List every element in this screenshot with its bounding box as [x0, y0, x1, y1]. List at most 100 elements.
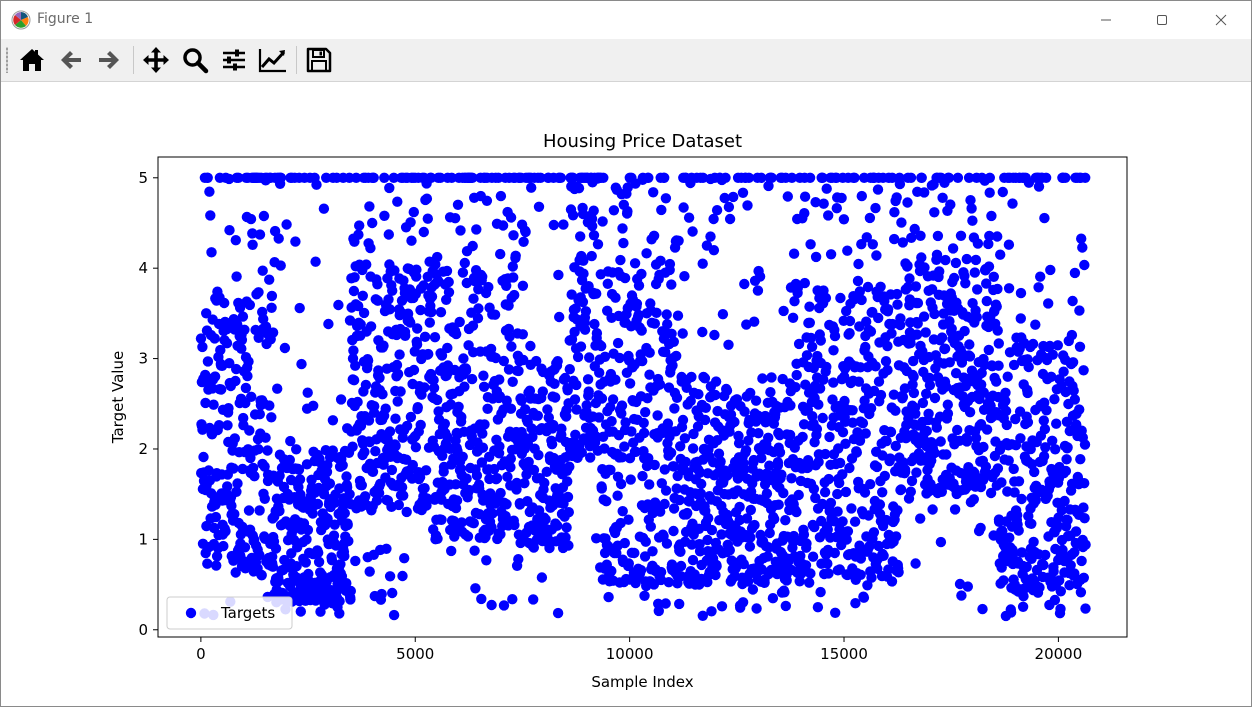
data-point [607, 394, 619, 405]
data-point [503, 323, 514, 335]
data-point [341, 471, 352, 482]
data-point [622, 182, 633, 193]
data-point [877, 450, 888, 461]
data-point [617, 223, 628, 234]
data-point [763, 542, 774, 553]
data-point [262, 445, 273, 456]
data-point [1077, 242, 1088, 253]
data-point [406, 235, 417, 246]
data-point [386, 464, 398, 476]
forward-button[interactable] [93, 44, 125, 76]
data-point [662, 418, 674, 429]
data-point [230, 567, 241, 578]
data-point [231, 363, 242, 375]
data-point [408, 364, 420, 376]
back-button[interactable] [55, 44, 87, 76]
data-point [396, 482, 408, 493]
data-point [456, 411, 467, 423]
data-point [520, 404, 531, 415]
data-point [791, 369, 802, 381]
data-point [675, 560, 687, 572]
data-point [405, 411, 417, 423]
data-point [254, 409, 265, 420]
data-point [229, 508, 240, 520]
data-point [273, 233, 284, 244]
data-point [616, 400, 628, 411]
data-point [387, 587, 398, 599]
figure-canvas[interactable]: 0 5000 10000 15000 20000 0 1 2 3 4 5 Housing Price … [1, 82, 1251, 706]
data-point [405, 317, 416, 328]
data-point [687, 226, 698, 237]
data-point [454, 316, 465, 328]
data-point [723, 339, 734, 350]
data-point [419, 382, 430, 393]
data-point [747, 584, 759, 595]
data-point [959, 325, 970, 337]
data-point [891, 192, 902, 203]
data-point [339, 508, 350, 519]
maximize-button[interactable] [1139, 1, 1185, 39]
data-point [1033, 181, 1045, 192]
data-point [921, 425, 932, 437]
data-point [649, 459, 660, 471]
data-point [916, 172, 927, 183]
x-tick-label: 15000 [820, 645, 868, 663]
data-point [587, 220, 598, 232]
data-point [1076, 555, 1087, 567]
data-point [696, 478, 707, 490]
data-point [563, 507, 574, 518]
data-point [392, 196, 403, 207]
configure-subplots-button[interactable] [218, 44, 250, 76]
data-point [533, 449, 544, 461]
minimize-button[interactable] [1083, 1, 1129, 39]
data-point [370, 446, 381, 457]
data-point [810, 197, 821, 208]
save-button[interactable] [303, 44, 335, 76]
data-point [358, 307, 370, 319]
arrow-right-icon [99, 51, 119, 69]
data-point [817, 172, 828, 183]
data-point [981, 424, 993, 435]
legend-marker [185, 607, 197, 619]
data-point [443, 276, 454, 288]
data-point [236, 334, 248, 346]
data-point [218, 540, 229, 552]
data-point [960, 278, 971, 289]
data-point [908, 371, 919, 382]
data-point [356, 480, 367, 491]
data-point [537, 386, 548, 397]
data-point [333, 299, 344, 311]
data-point [232, 478, 243, 489]
close-button[interactable] [1198, 1, 1244, 39]
data-point [855, 569, 866, 580]
data-point [915, 230, 926, 241]
data-point [931, 422, 942, 433]
data-point [426, 291, 438, 302]
pan-button[interactable] [140, 44, 172, 76]
data-point [623, 558, 634, 569]
data-point [723, 201, 735, 213]
data-point [364, 566, 375, 577]
home-button[interactable] [16, 44, 48, 76]
data-point [274, 470, 285, 481]
data-point [865, 326, 877, 337]
zoom-button[interactable] [179, 44, 211, 76]
data-point [976, 379, 987, 390]
data-point [552, 520, 563, 531]
data-point [868, 527, 880, 538]
data-point [414, 472, 426, 483]
data-point [767, 593, 779, 604]
data-point [247, 462, 259, 474]
data-point [997, 186, 1008, 198]
data-point [669, 403, 680, 414]
data-point [839, 371, 850, 382]
data-point [502, 471, 513, 482]
data-point [380, 403, 391, 414]
edit-axes-button[interactable] [257, 44, 289, 76]
data-point [615, 478, 627, 490]
data-point [624, 378, 636, 389]
data-point [1045, 264, 1056, 276]
data-point [909, 223, 920, 235]
data-point [955, 230, 967, 241]
data-point [610, 374, 621, 385]
